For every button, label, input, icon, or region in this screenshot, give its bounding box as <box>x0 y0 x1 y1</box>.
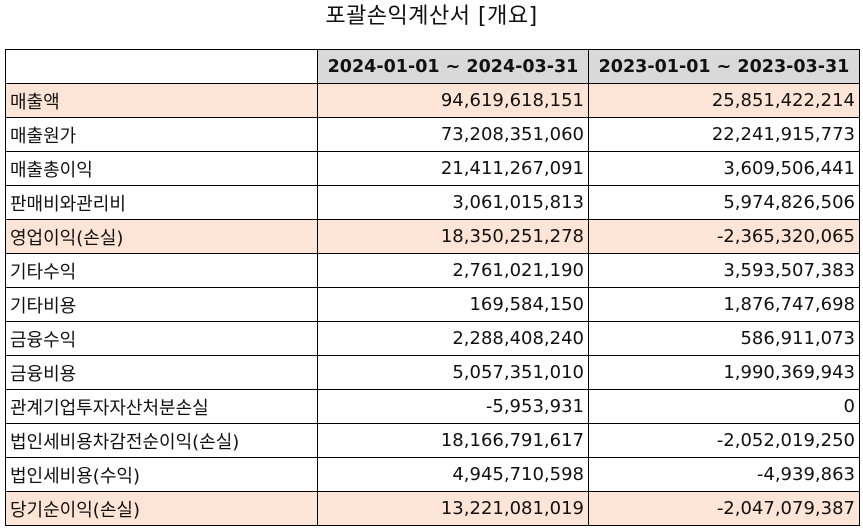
value-2024: 13,221,081,019 <box>317 491 589 526</box>
value-2024: 18,166,791,617 <box>317 423 589 458</box>
table-row: 판매비와관리비 3,061,015,813 5,974,826,506 <box>5 185 860 220</box>
value-2024: 2,761,021,190 <box>317 253 589 288</box>
value-2023: 586,911,073 <box>588 321 860 356</box>
header-period-2024: 2024-01-01 ~ 2024-03-31 <box>317 49 589 84</box>
row-label: 기타비용 <box>5 287 318 322</box>
value-2023: 3,609,506,441 <box>588 151 860 186</box>
row-label: 판매비와관리비 <box>5 185 318 220</box>
value-2023: -2,052,019,250 <box>588 423 860 458</box>
row-label: 당기순이익(손실) <box>5 491 318 526</box>
page-title: 포괄손익계산서 [개요] <box>325 4 538 29</box>
row-label: 금융비용 <box>5 355 318 390</box>
row-label: 영업이익(손실) <box>5 219 318 254</box>
value-2023: 3,593,507,383 <box>588 253 860 288</box>
row-label: 기타수익 <box>5 253 318 288</box>
table-row: 매출액 94,619,618,151 25,851,422,214 <box>5 83 860 118</box>
value-2024: -5,953,931 <box>317 389 589 424</box>
table-row: 매출원가 73,208,351,060 22,241,915,773 <box>5 117 860 152</box>
row-label: 매출총이익 <box>5 151 318 186</box>
row-label: 법인세비용(수익) <box>5 457 318 492</box>
value-2024: 18,350,251,278 <box>317 219 589 254</box>
table-row: 영업이익(손실) 18,350,251,278 -2,365,320,065 <box>5 219 860 254</box>
row-label: 관계기업투자자산처분손실 <box>5 389 318 424</box>
table-row: 기타비용 169,584,150 1,876,747,698 <box>5 287 860 322</box>
value-2023: -2,047,079,387 <box>588 491 860 526</box>
row-label: 금융수익 <box>5 321 318 356</box>
value-2023: -4,939,863 <box>588 457 860 492</box>
value-2024: 5,057,351,010 <box>317 355 589 390</box>
income-statement-table: 2024-01-01 ~ 2024-03-31 2023-01-01 ~ 202… <box>5 49 860 526</box>
table-row: 금융비용 5,057,351,010 1,990,369,943 <box>5 355 860 390</box>
value-2023: 0 <box>588 389 860 424</box>
value-2024: 2,288,408,240 <box>317 321 589 356</box>
value-2024: 4,945,710,598 <box>317 457 589 492</box>
header-period-2023: 2023-01-01 ~ 2023-03-31 <box>588 49 860 84</box>
value-2023: -2,365,320,065 <box>588 219 860 254</box>
table-row: 법인세비용차감전순이익(손실) 18,166,791,617 -2,052,019,… <box>5 423 860 458</box>
value-2024: 73,208,351,060 <box>317 117 589 152</box>
value-2023: 1,876,747,698 <box>588 287 860 322</box>
table-row: 법인세비용(수익) 4,945,710,598 -4,939,863 <box>5 457 860 492</box>
row-label: 매출원가 <box>5 117 318 152</box>
header-blank-cell <box>5 49 318 84</box>
value-2023: 5,974,826,506 <box>588 185 860 220</box>
value-2024: 3,061,015,813 <box>317 185 589 220</box>
table-header-row: 2024-01-01 ~ 2024-03-31 2023-01-01 ~ 202… <box>5 49 860 84</box>
value-2023: 1,990,369,943 <box>588 355 860 390</box>
value-2024: 21,411,267,091 <box>317 151 589 186</box>
table-row: 금융수익 2,288,408,240 586,911,073 <box>5 321 860 356</box>
table-row: 기타수익 2,761,021,190 3,593,507,383 <box>5 253 860 288</box>
table-row: 매출총이익 21,411,267,091 3,609,506,441 <box>5 151 860 186</box>
row-label: 법인세비용차감전순이익(손실) <box>5 423 318 458</box>
row-label: 매출액 <box>5 83 318 118</box>
value-2023: 25,851,422,214 <box>588 83 860 118</box>
table-row: 당기순이익(손실) 13,221,081,019 -2,047,079,387 <box>5 491 860 526</box>
table-row: 관계기업투자자산처분손실 -5,953,931 0 <box>5 389 860 424</box>
value-2023: 22,241,915,773 <box>588 117 860 152</box>
value-2024: 169,584,150 <box>317 287 589 322</box>
value-2024: 94,619,618,151 <box>317 83 589 118</box>
